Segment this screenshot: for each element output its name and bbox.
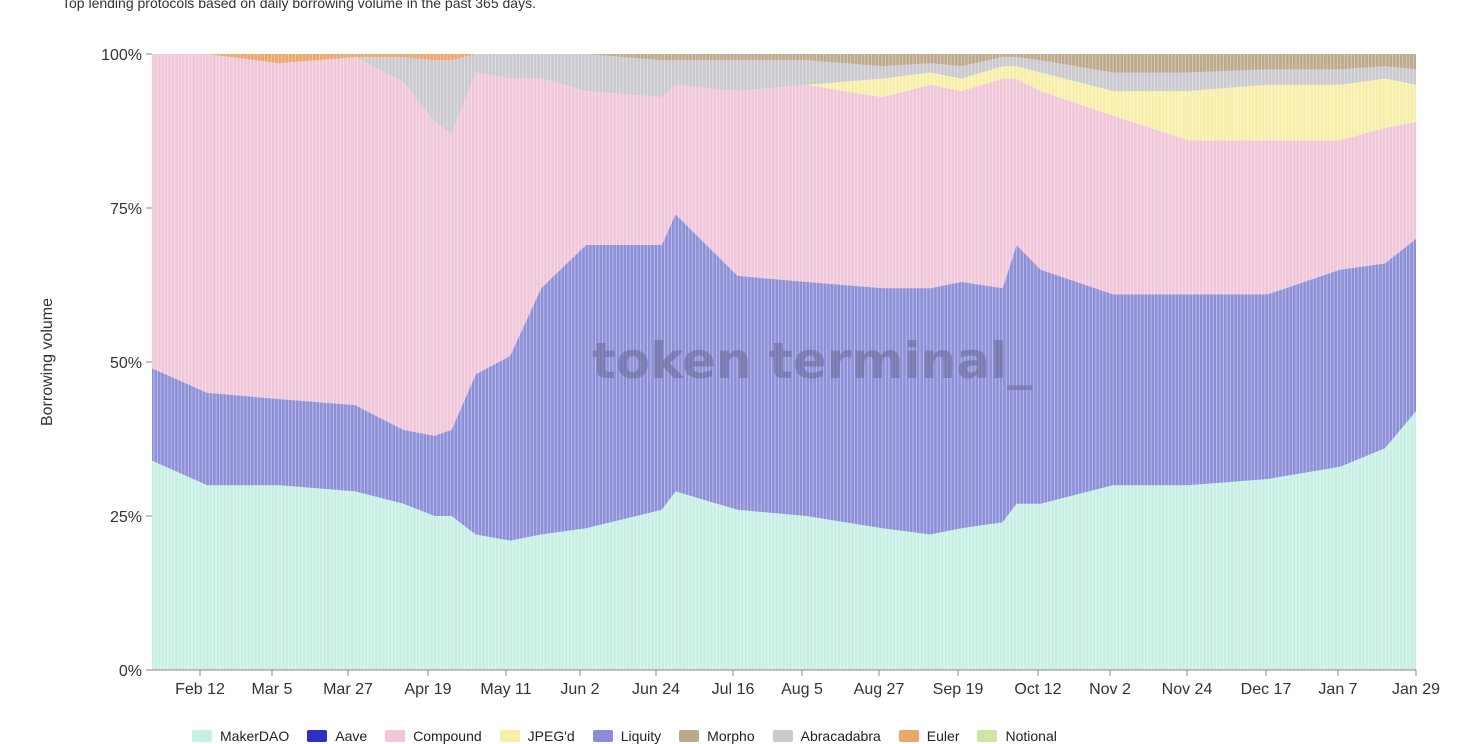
legend-swatch	[499, 730, 520, 742]
legend-item-liquity[interactable]: Liquity	[592, 728, 662, 744]
legend-label: Aave	[335, 728, 368, 744]
legend-swatch	[592, 730, 613, 742]
x-tick-label: Jan 29	[1392, 681, 1440, 698]
legend-item-abracadabra[interactable]: Abracadabra	[772, 728, 881, 744]
x-tick-label: Jan 7	[1318, 681, 1357, 698]
x-tick-label: Nov 24	[1162, 681, 1213, 698]
legend-label: Notional	[1005, 728, 1057, 744]
chart-legend: MakerDAO Aave Compound JPEG'd Liquity Morpho A…	[192, 728, 1057, 744]
x-tick-label: Jun 2	[560, 681, 599, 698]
x-tick-label: Dec 17	[1241, 681, 1292, 698]
y-tick-label: 25%	[110, 509, 142, 526]
legend-label: Liquity	[620, 728, 662, 744]
legend-label: Euler	[926, 728, 960, 744]
series-area-euler	[152, 54, 1416, 64]
legend-item-notional[interactable]: Notional	[977, 728, 1057, 744]
series-area-jpeg-d	[152, 54, 1416, 141]
legend-item-jpeg-d[interactable]: JPEG'd	[499, 728, 575, 744]
y-tick-label: 50%	[110, 355, 142, 372]
series-area-morpho	[152, 54, 1416, 73]
legend-swatch	[385, 730, 406, 742]
x-tick-label: May 11	[480, 681, 531, 698]
series-areas	[152, 54, 1416, 670]
legend-label: Abracadabra	[800, 728, 881, 744]
legend-item-aave[interactable]: Aave	[307, 728, 367, 744]
series-area-liquity	[152, 214, 1416, 541]
x-tick-label: Jun 24	[632, 681, 680, 698]
legend-item-morpho[interactable]: Morpho	[679, 728, 755, 744]
legend-swatch	[192, 730, 212, 742]
legend-item-compound[interactable]: Compound	[385, 728, 482, 744]
legend-swatch	[772, 730, 793, 742]
legend-item-euler[interactable]: Euler	[898, 728, 960, 744]
y-tick-label: 75%	[110, 201, 142, 218]
axes: 0% 25% 50% 75% 100% Feb 12 Mar 5 Mar 27 Apr 19 Ma…	[101, 47, 1440, 698]
series-area-makerdao	[152, 411, 1416, 670]
series-area-compound	[152, 54, 1416, 436]
x-tick-label: Nov 2	[1089, 681, 1131, 698]
x-tick-label: Mar 27	[323, 681, 373, 698]
x-tick-label: Sep 19	[933, 681, 984, 698]
legend-label: Morpho	[707, 728, 755, 744]
x-tick-label: Feb 12	[175, 681, 225, 698]
bar-stripes	[153, 54, 1414, 670]
x-tick-label: Apr 19	[404, 681, 451, 698]
legend-label: MakerDAO	[220, 728, 290, 744]
x-tick-label: Jul 16	[712, 681, 755, 698]
legend-swatch	[679, 730, 700, 742]
x-tick-label: Oct 12	[1014, 681, 1061, 698]
legend-swatch	[307, 730, 328, 742]
x-tick-label: Aug 27	[854, 681, 905, 698]
legend-swatch	[898, 730, 919, 742]
legend-label: JPEG'd	[527, 728, 575, 744]
y-axis-title: Borrowing volume	[39, 298, 56, 426]
watermark-logo: token terminal_	[592, 332, 1032, 390]
y-tick-label: 100%	[101, 47, 142, 64]
legend-item-makerdao[interactable]: MakerDAO	[192, 728, 289, 744]
series-area-abracadabra	[152, 54, 1416, 135]
x-tick-label: Aug 5	[781, 681, 823, 698]
legend-label: Compound	[413, 728, 482, 744]
y-tick-label: 0%	[119, 663, 142, 680]
chart-subtitle: Top lending protocols based on daily bor…	[62, 0, 536, 11]
x-tick-label: Mar 5	[252, 681, 293, 698]
legend-swatch	[977, 730, 998, 742]
